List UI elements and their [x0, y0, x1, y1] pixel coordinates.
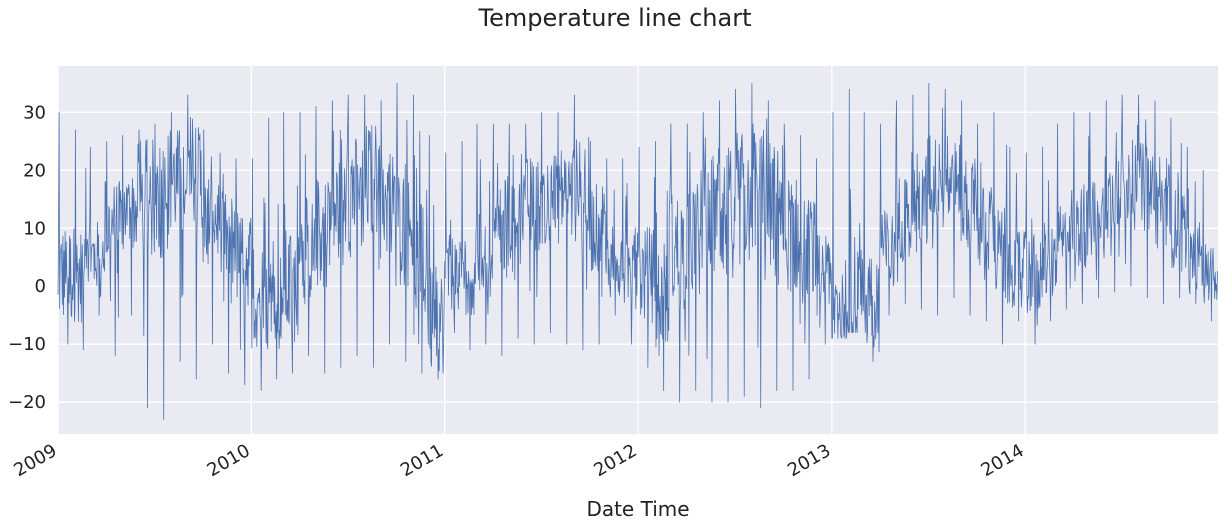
- series-layer: [57, 82, 1218, 420]
- x-tick-label: 2012: [590, 440, 640, 481]
- x-tick-label: 2011: [397, 440, 447, 481]
- y-axis-ticks: −20 −10 0 10 20 30: [8, 102, 46, 413]
- x-axis-label: Date Time: [586, 497, 690, 521]
- y-tick-label: −10: [8, 334, 46, 355]
- temperature-series-line: [57, 82, 1218, 420]
- x-tick-label: 2013: [784, 440, 834, 481]
- x-tick-label: 2009: [10, 440, 60, 481]
- y-tick-label: −20: [8, 392, 46, 413]
- x-tick-label: 2014: [978, 440, 1028, 481]
- chart-title: Temperature line chart: [478, 4, 752, 32]
- y-tick-label: 20: [23, 160, 46, 181]
- y-tick-label: 30: [23, 102, 46, 123]
- y-tick-label: 10: [23, 218, 46, 239]
- x-axis-ticks: 2009 2010 2011 2012 2013 2014: [10, 440, 1027, 481]
- y-tick-label: 0: [35, 276, 46, 297]
- x-tick-label: 2010: [204, 440, 254, 481]
